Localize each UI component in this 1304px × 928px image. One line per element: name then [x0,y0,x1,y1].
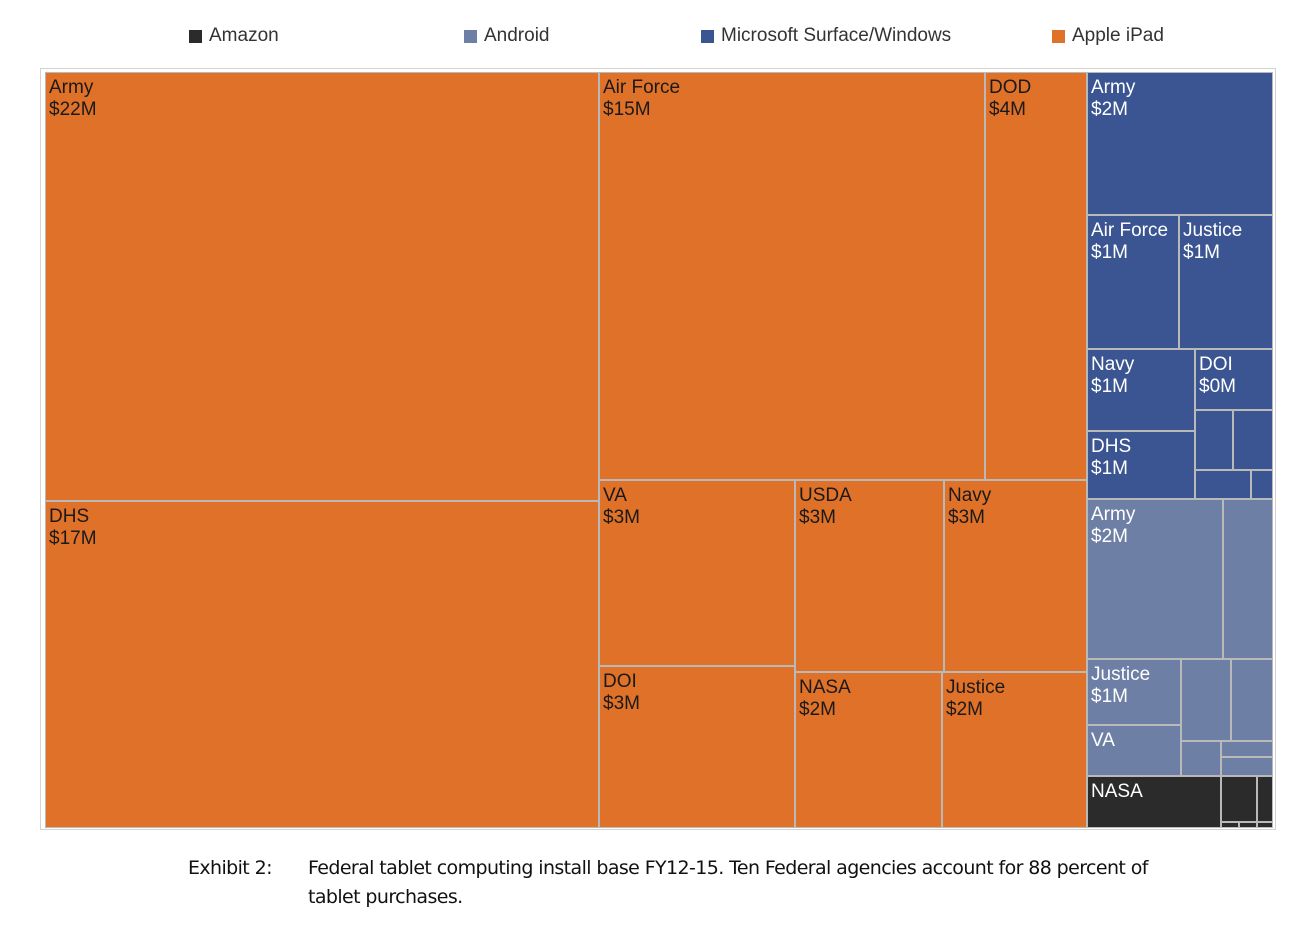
legend-label-microsoft: Microsoft Surface/Windows [721,25,952,46]
treemap-cell-apple-ipad-army[interactable] [45,72,599,501]
treemap-cell-apple-ipad-doi[interactable] [599,666,795,828]
treemap-cell-apple-ipad-usda[interactable] [795,480,944,672]
treemap-cell-apple-ipad-dod[interactable] [985,72,1087,480]
legend-item-android[interactable]: Android [464,24,550,48]
treemap-group-amazon: NASA [1087,776,1273,828]
treemap-cell-amazon-cell[interactable] [1221,776,1257,822]
treemap-cell-amazon-nasa[interactable] [1087,776,1221,828]
treemap-label-microsoft-navy: Navy [1091,354,1135,375]
treemap-cell-apple-ipad-va[interactable] [599,480,795,666]
treemap-label-apple-ipad-nasa: NASA [799,677,851,698]
treemap-label-apple-ipad-justice: Justice [946,677,1005,698]
treemap-value-apple-ipad-justice: $2M [946,699,983,720]
treemap-cell-android-cell[interactable] [1221,741,1273,757]
treemap-cell-apple-ipad-navy[interactable] [944,480,1087,672]
treemap-cell-microsoft-cell[interactable] [1233,410,1273,470]
treemap-cell-microsoft-dhs[interactable] [1087,431,1195,499]
treemap-value-microsoft-army: $2M [1091,99,1128,120]
treemap-value-android-army: $2M [1091,526,1128,547]
legend-swatch-android-icon [464,29,477,43]
treemap-label-apple-ipad-navy: Navy [948,485,992,506]
treemap-cell-apple-ipad-air-force[interactable] [599,72,985,480]
treemap-cell-android-va[interactable] [1087,725,1181,776]
treemap-label-microsoft-air-force: Air Force [1091,220,1168,241]
treemap-label-microsoft-justice: Justice [1183,220,1242,241]
treemap-value-android-justice: $1M [1091,686,1128,707]
legend-swatch-amazon-icon [189,29,202,43]
treemap-cell-apple-ipad-justice[interactable] [942,672,1087,828]
legend-item-microsoft[interactable]: Microsoft Surface/Windows [701,24,951,48]
treemap-cell-apple-ipad-dhs[interactable] [45,501,599,828]
treemap-cell-microsoft-cell[interactable] [1195,410,1233,470]
treemap-label-apple-ipad-doi: DOI [603,671,637,692]
treemap-cell-microsoft-cell[interactable] [1195,470,1251,499]
treemap-value-apple-ipad-army: $22M [49,99,97,120]
legend-item-amazon[interactable]: Amazon [189,24,279,48]
treemap-cell-android-army[interactable] [1087,499,1223,659]
treemap-cell-microsoft-navy[interactable] [1087,349,1195,431]
caption-line-1: Federal tablet computing install base FY… [308,857,1148,879]
treemap-cell-android-cell[interactable] [1221,757,1273,776]
treemap-value-apple-ipad-usda: $3M [799,507,836,528]
treemap-label-apple-ipad-va: VA [603,485,627,506]
treemap-cell-amazon-cell[interactable] [1257,822,1273,828]
treemap-cell-android-cell[interactable] [1223,499,1273,659]
treemap-value-microsoft-air-force: $1M [1091,242,1128,263]
treemap-cell-microsoft-air-force[interactable] [1087,215,1179,349]
treemap-label-microsoft-army: Army [1091,77,1136,98]
treemap-label-apple-ipad-dod: DOD [989,77,1031,98]
treemap-value-microsoft-dhs: $1M [1091,458,1128,479]
treemap-value-apple-ipad-air-force: $15M [603,99,651,120]
treemap-value-apple-ipad-nasa: $2M [799,699,836,720]
treemap-value-apple-ipad-doi: $3M [603,693,640,714]
treemap-cell-android-cell[interactable] [1181,741,1221,776]
treemap-label-amazon-nasa: NASA [1091,781,1143,802]
treemap-cell-android-justice[interactable] [1087,659,1181,725]
chart-frame [40,68,1276,830]
treemap-label-android-va: VA [1091,730,1115,751]
treemap-label-microsoft-doi: DOI [1199,354,1233,375]
treemap-cell-android-cell[interactable] [1181,659,1231,741]
treemap-cell-microsoft-cell[interactable] [1251,470,1273,499]
legend-label-amazon: Amazon [209,25,279,46]
treemap-value-apple-ipad-dod: $4M [989,99,1026,120]
treemap-group-android: Army$2M Justice$1M VA [1087,499,1273,776]
treemap-value-microsoft-doi: $0M [1199,376,1236,397]
treemap-cell-amazon-cell[interactable] [1239,822,1257,828]
legend-label-android: Android [484,25,550,46]
legend-label-apple-ipad: Apple iPad [1072,25,1164,46]
treemap-label-android-army: Army [1091,504,1136,525]
treemap-label-apple-ipad-dhs: DHS [49,506,89,527]
treemap-label-apple-ipad-usda: USDA [799,485,852,506]
treemap-value-apple-ipad-navy: $3M [948,507,985,528]
treemap-cell-microsoft-doi[interactable] [1195,349,1273,410]
treemap-cell-amazon-cell[interactable] [1221,822,1239,828]
treemap-label-android-justice: Justice [1091,664,1150,685]
legend-swatch-microsoft-icon [701,29,714,43]
caption-line-2: tablet purchases. [308,886,463,908]
treemap-label-apple-ipad-air-force: Air Force [603,77,680,98]
legend-swatch-apple-ipad-icon [1052,29,1065,43]
legend-item-apple-ipad[interactable]: Apple iPad [1052,24,1164,48]
treemap-cell-apple-ipad-nasa[interactable] [795,672,942,828]
treemap-value-apple-ipad-va: $3M [603,507,640,528]
caption-label: Exhibit 2: [188,857,272,879]
treemap-value-microsoft-navy: $1M [1091,376,1128,397]
treemap-cell-microsoft-justice[interactable] [1179,215,1273,349]
treemap-value-apple-ipad-dhs: $17M [49,528,97,549]
treemap-value-microsoft-justice: $1M [1183,242,1220,263]
treemap-cell-android-cell[interactable] [1231,659,1273,741]
treemap-label-apple-ipad-army: Army [49,77,94,98]
treemap-cell-microsoft-army[interactable] [1087,72,1273,215]
treemap-label-microsoft-dhs: DHS [1091,436,1131,457]
treemap-cell-amazon-cell[interactable] [1257,776,1273,822]
